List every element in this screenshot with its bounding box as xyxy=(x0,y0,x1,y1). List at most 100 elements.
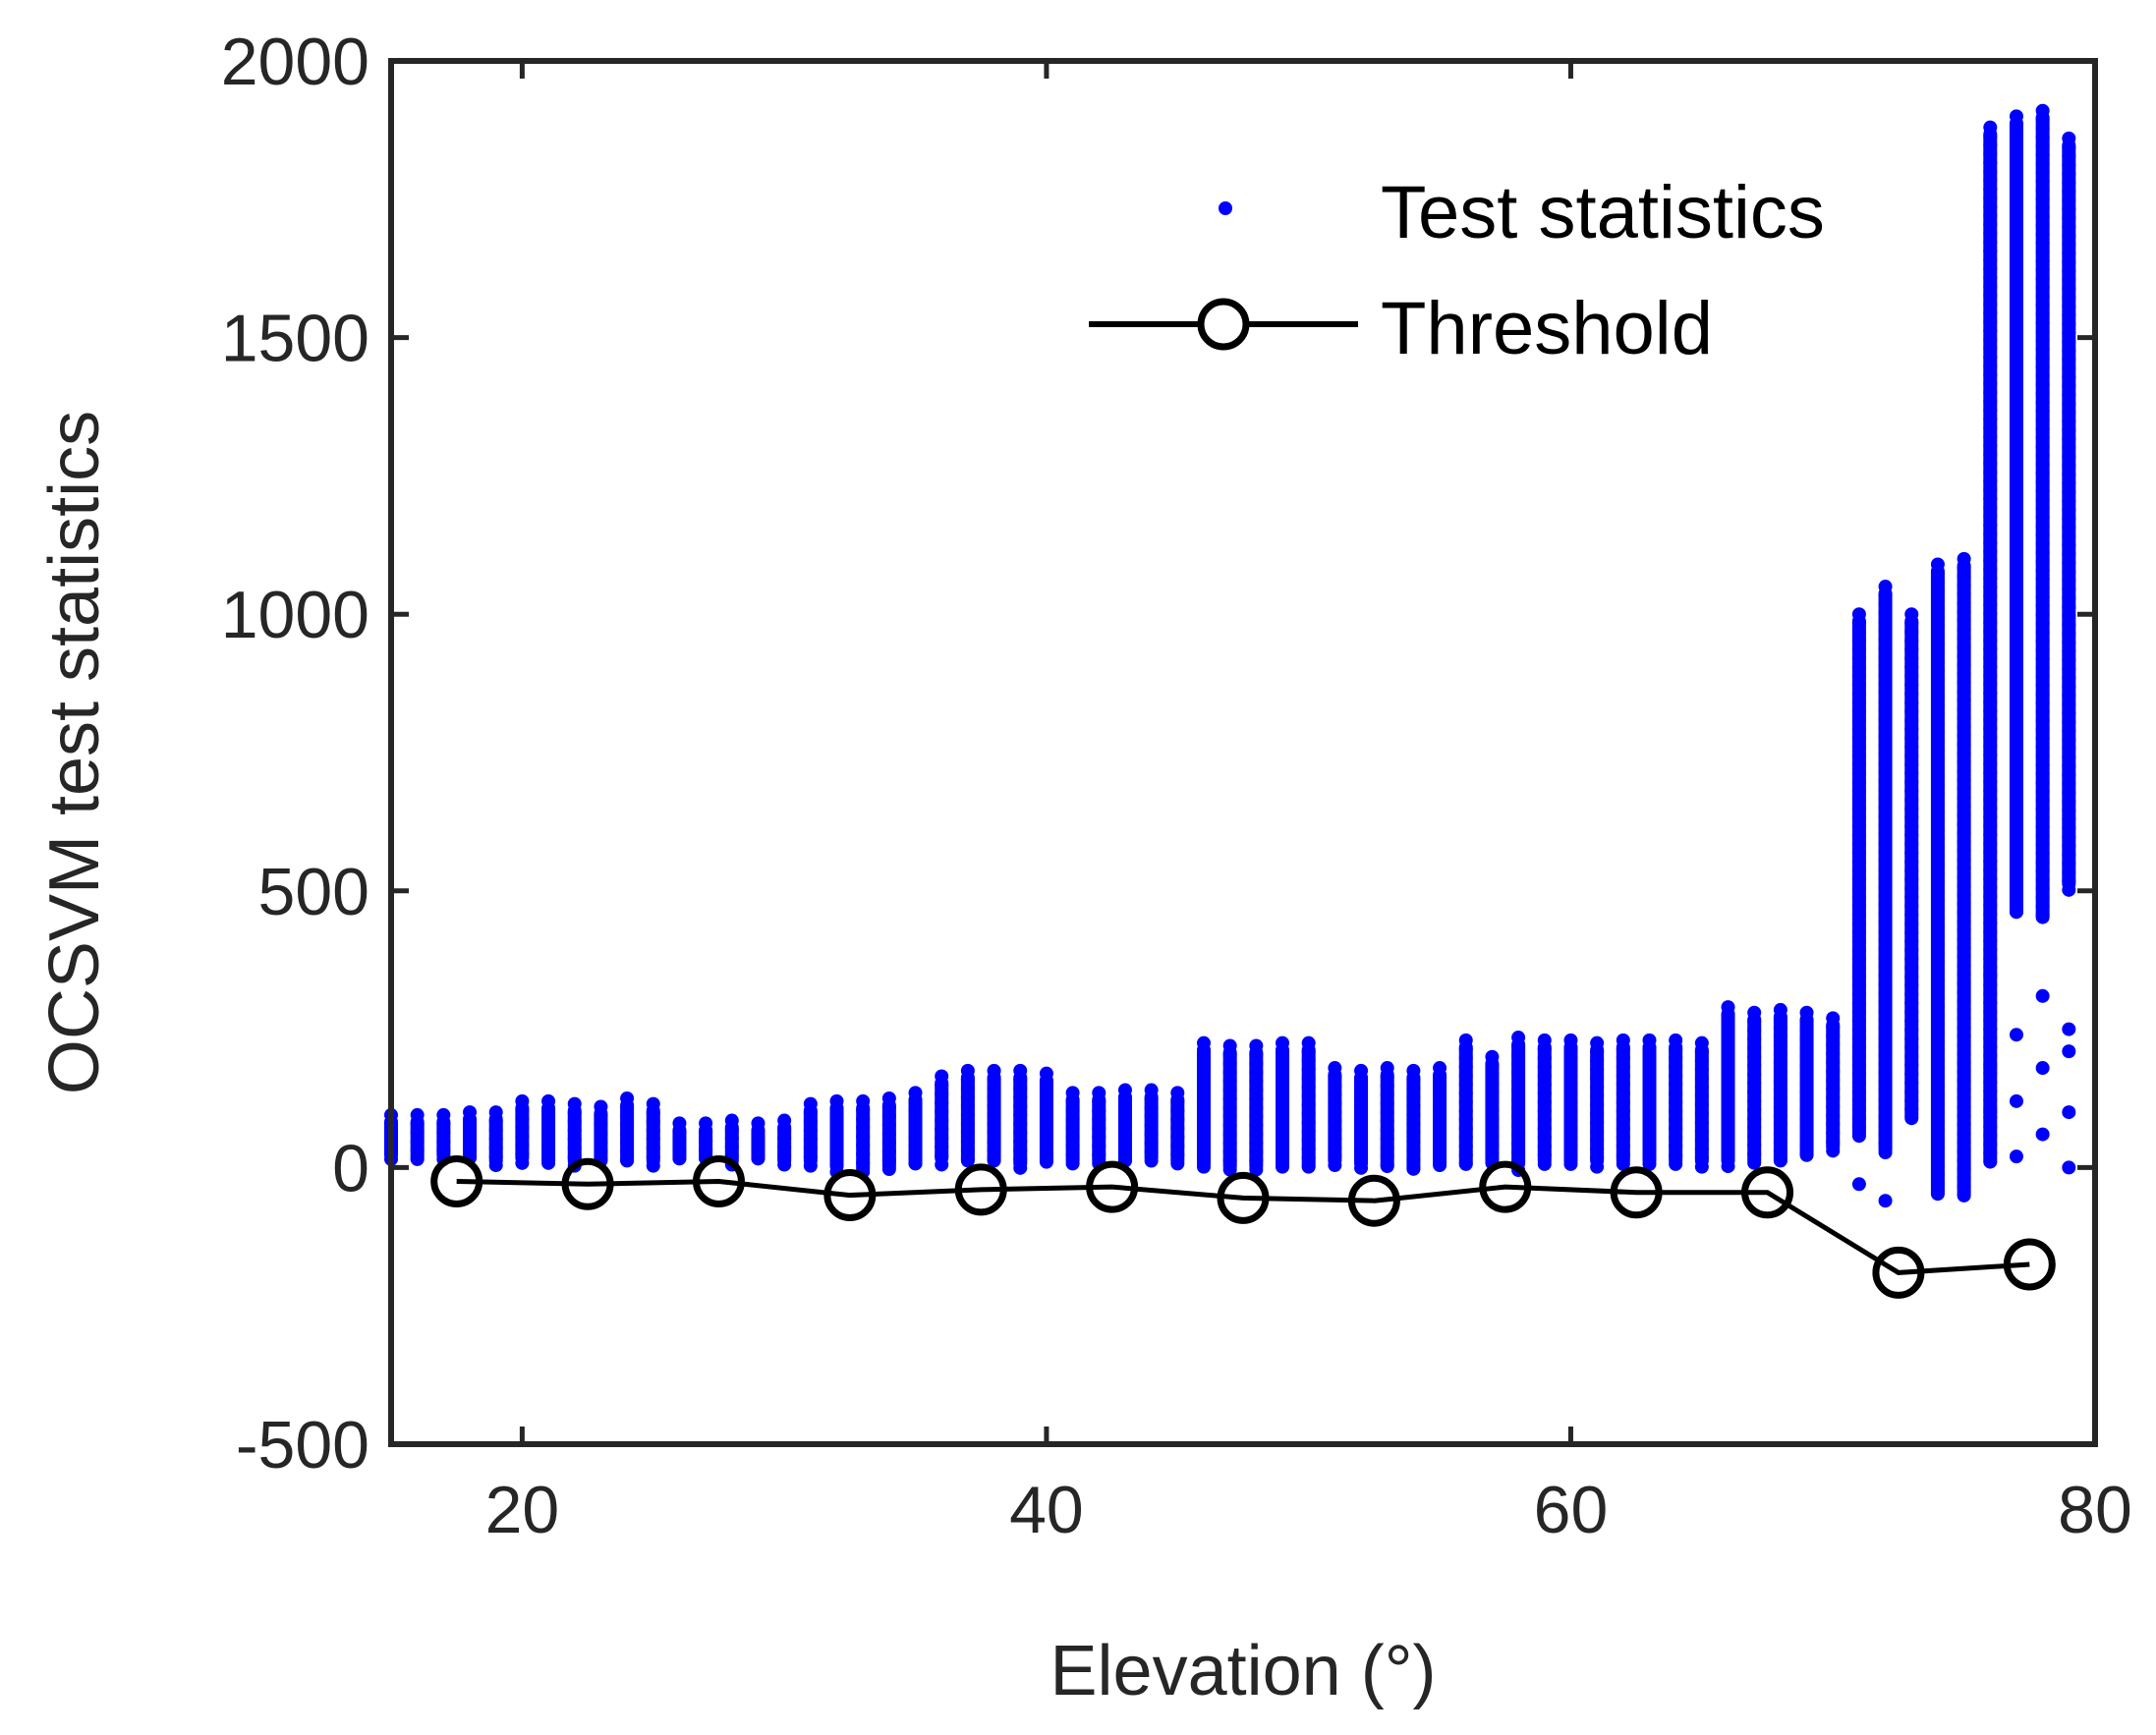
scatter-column xyxy=(1301,1035,1316,1174)
threshold-marker xyxy=(1479,1160,1532,1213)
scatter-point xyxy=(777,1157,792,1172)
threshold-marker xyxy=(692,1154,745,1207)
scatter-point xyxy=(1904,1111,1919,1126)
y-axis-title: OCSVM test statistics xyxy=(35,411,114,1094)
scatter-point xyxy=(987,1151,1001,1166)
scatter-point xyxy=(1170,1156,1185,1171)
scatter-point xyxy=(1773,1152,1787,1167)
threshold-marker xyxy=(1217,1171,1270,1224)
scatter-column xyxy=(463,1105,478,1165)
scatter-point xyxy=(1563,1156,1578,1171)
scatter-point xyxy=(1799,1147,1814,1161)
scatter-point xyxy=(1144,1153,1159,1168)
scatter-column xyxy=(777,1113,792,1172)
scatter-point xyxy=(2062,882,2076,897)
scatter-point xyxy=(935,1157,949,1172)
scatter-point xyxy=(1380,1158,1394,1173)
scatter-point xyxy=(908,1156,923,1171)
scatter-point xyxy=(1039,1154,1053,1169)
threshold-marker xyxy=(430,1154,483,1207)
scatter-point xyxy=(1433,1158,1447,1173)
threshold-marker xyxy=(823,1169,877,1222)
scatter-column xyxy=(1799,1005,1814,1162)
scatter-column xyxy=(1092,1086,1106,1171)
scatter-column xyxy=(1380,1061,1394,1174)
scatter-column xyxy=(1276,1035,1290,1174)
x-tick-label: 80 xyxy=(2058,1473,2132,1547)
scatter-outlier-point xyxy=(2062,1160,2076,1175)
scatter-column xyxy=(751,1116,766,1166)
scatter-point xyxy=(803,1158,818,1173)
scatter-column xyxy=(1747,1005,1762,1170)
scatter-point xyxy=(1826,1144,1841,1158)
y-tick-label: 2000 xyxy=(221,25,369,99)
axis-ticks: 20 40 60 80 -500 0 500 1000 1500 2000 xyxy=(221,25,2132,1547)
scatter-point xyxy=(1747,1155,1762,1170)
threshold-marker xyxy=(1741,1166,1794,1219)
scatter-column xyxy=(1904,607,1919,1126)
scatter-point xyxy=(1328,1158,1342,1173)
scatter-column xyxy=(1616,1033,1630,1171)
scatter-point xyxy=(1590,1159,1605,1174)
scatter-point xyxy=(1249,1162,1264,1177)
scatter-column xyxy=(1851,607,1866,1144)
scatter-point xyxy=(1222,1162,1237,1177)
threshold-line xyxy=(456,1178,2030,1275)
x-tick-label: 60 xyxy=(1534,1473,1609,1547)
legend-marker-test-statistics xyxy=(1219,201,1232,215)
scatter-column xyxy=(856,1093,871,1179)
scatter-point xyxy=(1957,1188,1971,1203)
scatter-point xyxy=(1537,1156,1552,1171)
scatter-point xyxy=(1983,1154,1998,1169)
y-tick-label: -500 xyxy=(236,1408,369,1483)
x-tick-label: 20 xyxy=(485,1473,560,1547)
scatter-column xyxy=(515,1093,530,1170)
scatter-outlier-point xyxy=(2009,1093,2023,1108)
scatter-point xyxy=(1642,1156,1657,1171)
threshold-marker xyxy=(1872,1246,1925,1299)
x-tick-label: 40 xyxy=(1009,1473,1084,1547)
threshold-marker xyxy=(1086,1160,1139,1213)
scatter-outlier-point xyxy=(2009,1149,2023,1164)
scatter-column xyxy=(646,1096,660,1173)
scatter-column xyxy=(1511,1031,1526,1178)
legend: Test statistics Threshold xyxy=(1089,171,1825,370)
y-tick-label: 500 xyxy=(258,855,369,929)
scatter-point xyxy=(2035,908,2050,923)
scatter-outlier-point xyxy=(2009,1028,2023,1042)
scatter-column xyxy=(829,1093,844,1179)
y-tick-label: 0 xyxy=(332,1131,369,1205)
scatter-outlier-point xyxy=(1983,1061,1998,1076)
scatter-column xyxy=(803,1096,818,1173)
scatter-column xyxy=(1930,557,1945,1202)
scatter-column xyxy=(1957,551,1971,1203)
scatter-outlier-point xyxy=(2062,1022,2076,1036)
scatter-point xyxy=(1196,1159,1211,1174)
scatter-column xyxy=(1590,1035,1605,1174)
scatter-column xyxy=(1170,1086,1185,1171)
scatter-point xyxy=(1276,1159,1290,1174)
scatter-point xyxy=(1301,1159,1316,1174)
scatter-column xyxy=(1563,1033,1578,1171)
scatter-point xyxy=(672,1151,687,1166)
scatter-column xyxy=(1458,1033,1473,1171)
scatter-point xyxy=(751,1151,766,1166)
scatter-outlier-point xyxy=(2035,1061,2050,1076)
scatter-point xyxy=(1669,1156,1683,1171)
scatter-outlier-point xyxy=(2035,988,2050,1003)
scatter-column xyxy=(2035,103,2050,924)
axes-frame xyxy=(388,58,2098,1447)
scatter-point xyxy=(1721,1159,1735,1174)
threshold-marker xyxy=(1610,1166,1663,1219)
scatter-column xyxy=(1249,1038,1264,1177)
scatter-column xyxy=(935,1069,949,1172)
scatter-column xyxy=(1039,1066,1053,1169)
scatter-column xyxy=(1406,1063,1421,1176)
scatter-point xyxy=(620,1153,635,1167)
scatter-point xyxy=(1406,1160,1421,1175)
scatter-point xyxy=(960,1151,975,1166)
scatter-point xyxy=(2009,905,2023,920)
scatter-point xyxy=(1065,1156,1080,1171)
scatter-column xyxy=(1694,1035,1709,1174)
